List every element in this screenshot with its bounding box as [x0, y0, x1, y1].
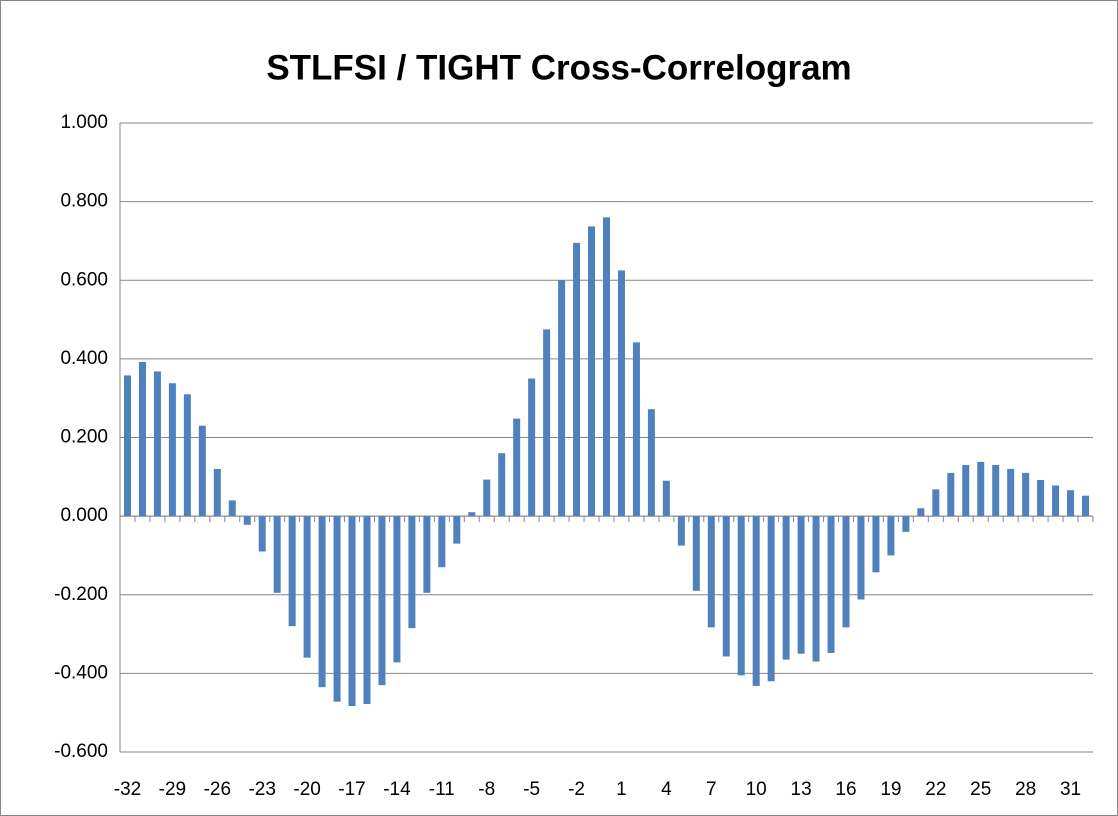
- bar: [153, 371, 161, 517]
- x-tick-label: 16: [835, 779, 856, 800]
- bar: [797, 516, 805, 654]
- bar: [887, 516, 895, 556]
- bar: [333, 516, 341, 702]
- bar: [393, 516, 401, 663]
- x-tick-label: 4: [661, 779, 672, 800]
- bar: [1082, 495, 1090, 517]
- bar: [992, 465, 1000, 517]
- bar: [1067, 490, 1075, 517]
- x-tick-label: -17: [338, 779, 365, 800]
- x-tick-label: -8: [478, 779, 495, 800]
- bar: [1037, 479, 1045, 517]
- bar: [318, 516, 326, 688]
- bar: [198, 425, 206, 517]
- bar: [707, 516, 715, 628]
- x-tick-label: 28: [1015, 779, 1036, 800]
- x-tick-label: 10: [746, 779, 767, 800]
- chart-title: STLFSI / TIGHT Cross-Correlogram: [266, 48, 851, 87]
- x-tick-label: -5: [523, 779, 540, 800]
- bar: [722, 516, 730, 657]
- bar: [872, 516, 880, 573]
- bar: [243, 516, 251, 525]
- bar: [632, 342, 640, 517]
- y-tick-label: -0.200: [54, 584, 108, 605]
- bar: [827, 516, 835, 653]
- y-tick-label: 0.800: [60, 191, 108, 212]
- bar: [168, 383, 176, 517]
- bar: [543, 329, 551, 517]
- bar: [273, 516, 281, 593]
- bar: [1052, 485, 1060, 517]
- bar: [617, 270, 625, 517]
- y-tick-label: 0.600: [60, 269, 108, 290]
- bar: [258, 516, 266, 552]
- bar: [647, 409, 655, 517]
- bar: [558, 280, 566, 517]
- bar: [228, 500, 236, 517]
- bar: [378, 516, 386, 686]
- x-tick-label: -20: [293, 779, 320, 800]
- bar: [1007, 468, 1015, 517]
- bar: [408, 516, 416, 629]
- x-tick-label: -2: [568, 779, 585, 800]
- bar: [303, 516, 311, 658]
- y-tick-label: 1.000: [60, 112, 108, 133]
- x-tick-label: 19: [880, 779, 901, 800]
- bar: [752, 516, 760, 686]
- x-tick-label: -32: [114, 779, 141, 800]
- bar: [767, 516, 775, 682]
- x-tick-label: -11: [429, 779, 455, 800]
- x-tick-label: 13: [791, 779, 812, 800]
- bar: [123, 375, 131, 517]
- y-tick-label: 0.000: [60, 505, 108, 526]
- bar: [363, 516, 371, 705]
- x-tick-label: -29: [159, 779, 186, 800]
- bar: [468, 512, 476, 517]
- y-tick-label: -0.400: [54, 662, 108, 683]
- bar: [662, 480, 670, 517]
- bar: [588, 226, 596, 517]
- bar: [962, 465, 970, 517]
- bar: [692, 516, 700, 591]
- bar: [513, 418, 521, 517]
- y-tick-label: 0.200: [60, 427, 108, 448]
- bar: [573, 242, 581, 517]
- bar: [438, 516, 446, 568]
- x-tick-label: -14: [383, 779, 411, 800]
- bar: [423, 516, 431, 593]
- x-tick-label: 22: [925, 779, 946, 800]
- bar: [977, 461, 985, 517]
- bar: [213, 468, 221, 517]
- bar: [288, 516, 296, 627]
- bar: [603, 217, 610, 517]
- bar: [782, 516, 790, 660]
- bar: [932, 489, 940, 517]
- bar: [498, 453, 506, 517]
- x-tick-label: -23: [248, 779, 275, 800]
- bar: [453, 516, 461, 544]
- x-tick-label: 31: [1060, 779, 1081, 800]
- bar: [737, 516, 745, 676]
- bar: [138, 362, 146, 517]
- x-tick-label: -26: [204, 779, 231, 800]
- bar: [528, 378, 536, 517]
- bar: [842, 516, 850, 628]
- bar: [902, 516, 910, 532]
- bar: [348, 516, 356, 707]
- bar: [483, 479, 491, 517]
- bar: [812, 516, 820, 662]
- bar: [183, 394, 191, 517]
- x-tick-label: 25: [970, 779, 991, 800]
- bar: [917, 508, 925, 517]
- y-tick-label: 0.400: [60, 348, 108, 369]
- y-tick-label: -0.600: [54, 741, 108, 762]
- bar: [677, 516, 685, 546]
- bar: [947, 472, 955, 517]
- x-tick-label: 7: [706, 779, 717, 800]
- x-tick-label: 1: [616, 779, 627, 800]
- bar: [857, 516, 865, 600]
- bar: [1022, 472, 1030, 517]
